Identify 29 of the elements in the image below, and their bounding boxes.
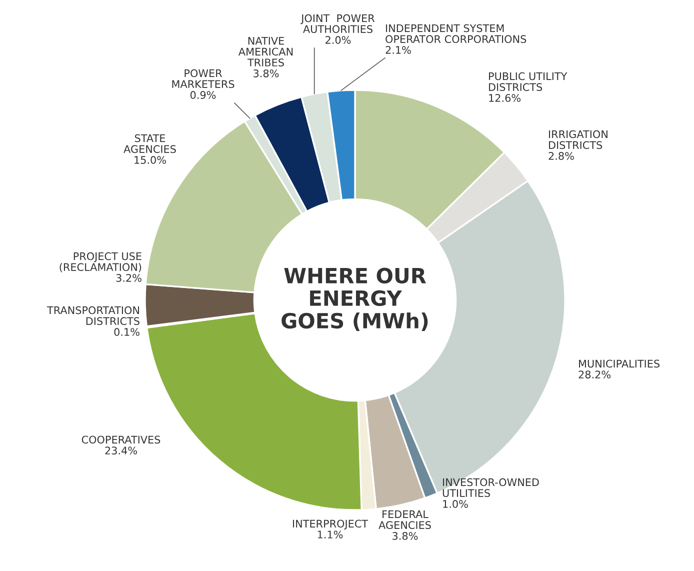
data-label: 3.8% xyxy=(254,69,279,78)
slice-label: NATIVE AMERICAN TRIBES xyxy=(238,36,293,66)
slice-label: PROJECT USE (RECLAMATION) xyxy=(60,252,142,272)
slice-label: INDEPENDENT SYSTEM OPERATOR CORPORATIONS xyxy=(386,24,526,44)
slice-label: STATE AGENCIES xyxy=(124,134,176,154)
data-label: 2.0% xyxy=(326,36,351,44)
data-label: 1.1% xyxy=(318,530,343,538)
slice-label: INVESTOR-OWNED UTILITIES xyxy=(442,478,539,498)
data-label: 3.2% xyxy=(116,274,142,282)
slice-label: PUBLIC UTILITY DISTRICTS xyxy=(489,72,568,92)
slice-label: POWER MARKETERS xyxy=(172,69,234,88)
data-label: 0.1% xyxy=(114,328,140,336)
slice-label: COOPERATIVES xyxy=(82,436,160,444)
slice-label: MUNICIPALITIES xyxy=(579,360,660,368)
slice-label: IRRIGATION DISTRICTS xyxy=(549,130,608,150)
slice-label: INTERPROJECT xyxy=(292,520,368,530)
data-label: 3.8% xyxy=(392,532,418,540)
data-label: 12.6% xyxy=(489,94,521,102)
data-label: 1.0% xyxy=(443,500,468,508)
text: WHERE OUR ENERGY GOES (MWh) xyxy=(282,268,428,332)
slice-label: JOINT POWER AUTHORITIES xyxy=(300,14,375,34)
data-label: 2.1% xyxy=(386,46,411,54)
data-label: 2.8% xyxy=(548,152,574,160)
slice-label: TRANSPORTATION DISTRICTS xyxy=(46,306,140,326)
data-label: 15.0% xyxy=(134,156,166,164)
slice-label: FEDERAL AGENCIES xyxy=(378,510,431,530)
data-label: 23.4% xyxy=(105,446,137,454)
data-label: 28.2% xyxy=(578,370,611,378)
data-label: 0.9% xyxy=(190,91,216,99)
